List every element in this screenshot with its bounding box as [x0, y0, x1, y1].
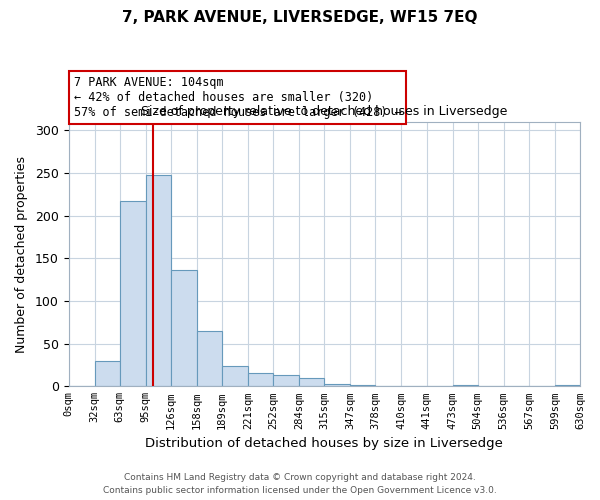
- Bar: [324, 384, 350, 386]
- Bar: [222, 366, 248, 386]
- Y-axis label: Number of detached properties: Number of detached properties: [15, 156, 28, 352]
- Bar: [119, 201, 146, 386]
- Bar: [146, 174, 171, 386]
- X-axis label: Distribution of detached houses by size in Liversedge: Distribution of detached houses by size …: [145, 437, 503, 450]
- Bar: [248, 372, 273, 386]
- Title: Size of property relative to detached houses in Liversedge: Size of property relative to detached ho…: [141, 105, 508, 118]
- Text: Contains HM Land Registry data © Crown copyright and database right 2024.
Contai: Contains HM Land Registry data © Crown c…: [103, 474, 497, 495]
- Bar: [95, 360, 119, 386]
- Text: 7, PARK AVENUE, LIVERSEDGE, WF15 7EQ: 7, PARK AVENUE, LIVERSEDGE, WF15 7EQ: [122, 10, 478, 25]
- Bar: [273, 375, 299, 386]
- Bar: [197, 331, 222, 386]
- Text: 7 PARK AVENUE: 104sqm
← 42% of detached houses are smaller (320)
57% of semi-det: 7 PARK AVENUE: 104sqm ← 42% of detached …: [74, 76, 401, 119]
- Bar: [171, 270, 197, 386]
- Bar: [299, 378, 324, 386]
